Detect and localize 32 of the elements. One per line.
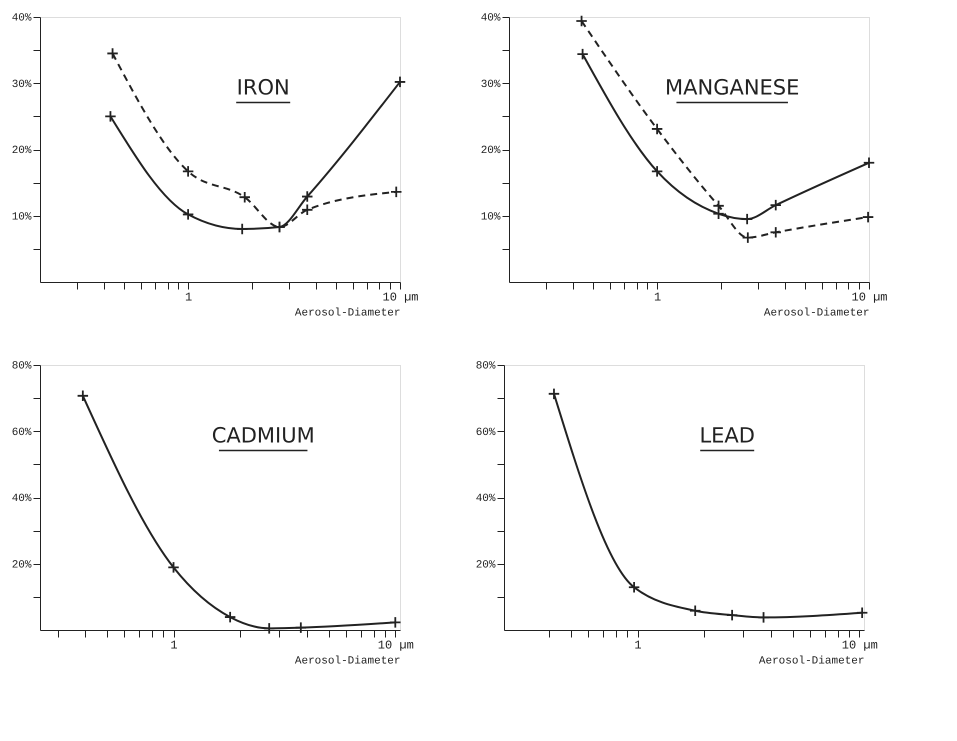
text: CADMIUM bbox=[212, 424, 315, 448]
y-tick-label: 20% bbox=[480, 145, 501, 157]
y-tick-label: 60% bbox=[12, 426, 32, 439]
y-tick-label: 40% bbox=[476, 493, 496, 505]
y-tick-label: 40% bbox=[480, 12, 501, 24]
y-tick-label: 60% bbox=[476, 426, 496, 439]
x-axis-title: Aerosol-Diameter bbox=[294, 308, 400, 320]
y-tick-label: 80% bbox=[476, 360, 496, 372]
y-tick-label: 10% bbox=[12, 211, 32, 224]
x-tick-label: 10 µm bbox=[842, 638, 878, 652]
text: MANGANESE bbox=[664, 76, 800, 100]
y-tick-label: 20% bbox=[12, 559, 32, 572]
x-axis-title: Aerosol-Diameter bbox=[294, 656, 400, 668]
y-tick-label: 40% bbox=[12, 12, 32, 24]
x-tick-label: 10 µm bbox=[378, 638, 414, 652]
y-tick-label: 30% bbox=[480, 78, 501, 91]
text: LEAD bbox=[699, 424, 755, 448]
y-tick-label: 20% bbox=[12, 145, 32, 157]
x-axis-title: Aerosol-Diameter bbox=[758, 656, 864, 668]
y-tick-label: 40% bbox=[12, 493, 32, 505]
x-tick-label: 10 µm bbox=[851, 290, 888, 304]
x-tick-label: 1 bbox=[654, 290, 662, 304]
x-tick-label: 1 bbox=[170, 638, 178, 652]
x-tick-label: 10 µm bbox=[382, 290, 419, 304]
y-tick-label: 30% bbox=[12, 78, 32, 91]
y-tick-label: 10% bbox=[480, 211, 501, 224]
y-tick-label: 20% bbox=[476, 559, 496, 572]
x-tick-label: 1 bbox=[634, 638, 642, 652]
text: IRON bbox=[236, 76, 290, 100]
x-tick-label: 1 bbox=[185, 290, 192, 304]
y-tick-label: 80% bbox=[12, 360, 32, 372]
x-axis-title: Aerosol-Diameter bbox=[764, 308, 870, 320]
